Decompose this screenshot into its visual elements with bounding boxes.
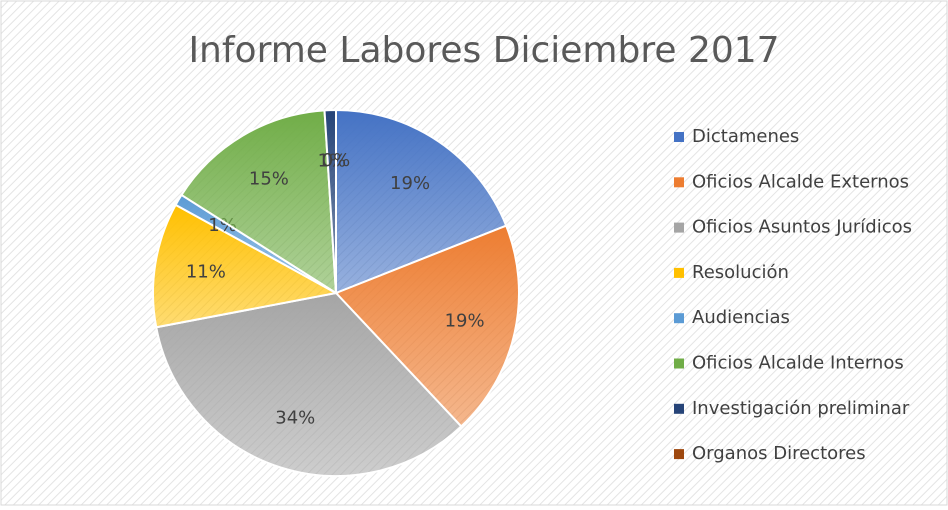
legend-swatch <box>674 313 684 324</box>
legend-label: Oficios Alcalde Externos <box>692 171 909 192</box>
data-label: 19% <box>445 311 485 332</box>
pie-slice <box>335 108 508 295</box>
legend-label: Investigación preliminar <box>692 398 910 419</box>
data-label: 19% <box>390 173 430 194</box>
legend-label: Dictamenes <box>692 126 799 147</box>
legend-swatch <box>674 449 684 460</box>
legend-swatch <box>674 132 684 142</box>
legend-label: Oficios Alcalde Internos <box>692 353 904 374</box>
chart-title: Informe Labores Diciembre 2017 <box>188 30 779 71</box>
data-label: 34% <box>275 407 315 428</box>
data-label: 11% <box>186 261 226 282</box>
data-label: 0% <box>322 150 351 171</box>
legend-swatch <box>674 358 684 369</box>
pie-slice <box>334 224 520 428</box>
pie-slice <box>152 203 339 329</box>
legend-swatch <box>674 177 684 188</box>
legend-label: Organos Directores <box>692 443 866 464</box>
legend-swatch <box>674 267 684 278</box>
legend-swatch <box>674 403 684 414</box>
legend-label: Oficios Asuntos Jurídicos <box>692 217 912 238</box>
pie-slice <box>155 291 463 477</box>
legend-swatch <box>674 222 684 233</box>
legend-label: Audiencias <box>692 307 790 328</box>
pie: 19%19%34%11%1%15%1%0% <box>152 108 520 477</box>
data-label: 1% <box>318 150 347 171</box>
legend-label: Resolución <box>692 262 789 283</box>
pie-slice <box>180 109 338 295</box>
legend: Dictamenes Oficios Alcalde Externos Oficio… <box>674 126 912 464</box>
data-label: 15% <box>249 169 289 190</box>
